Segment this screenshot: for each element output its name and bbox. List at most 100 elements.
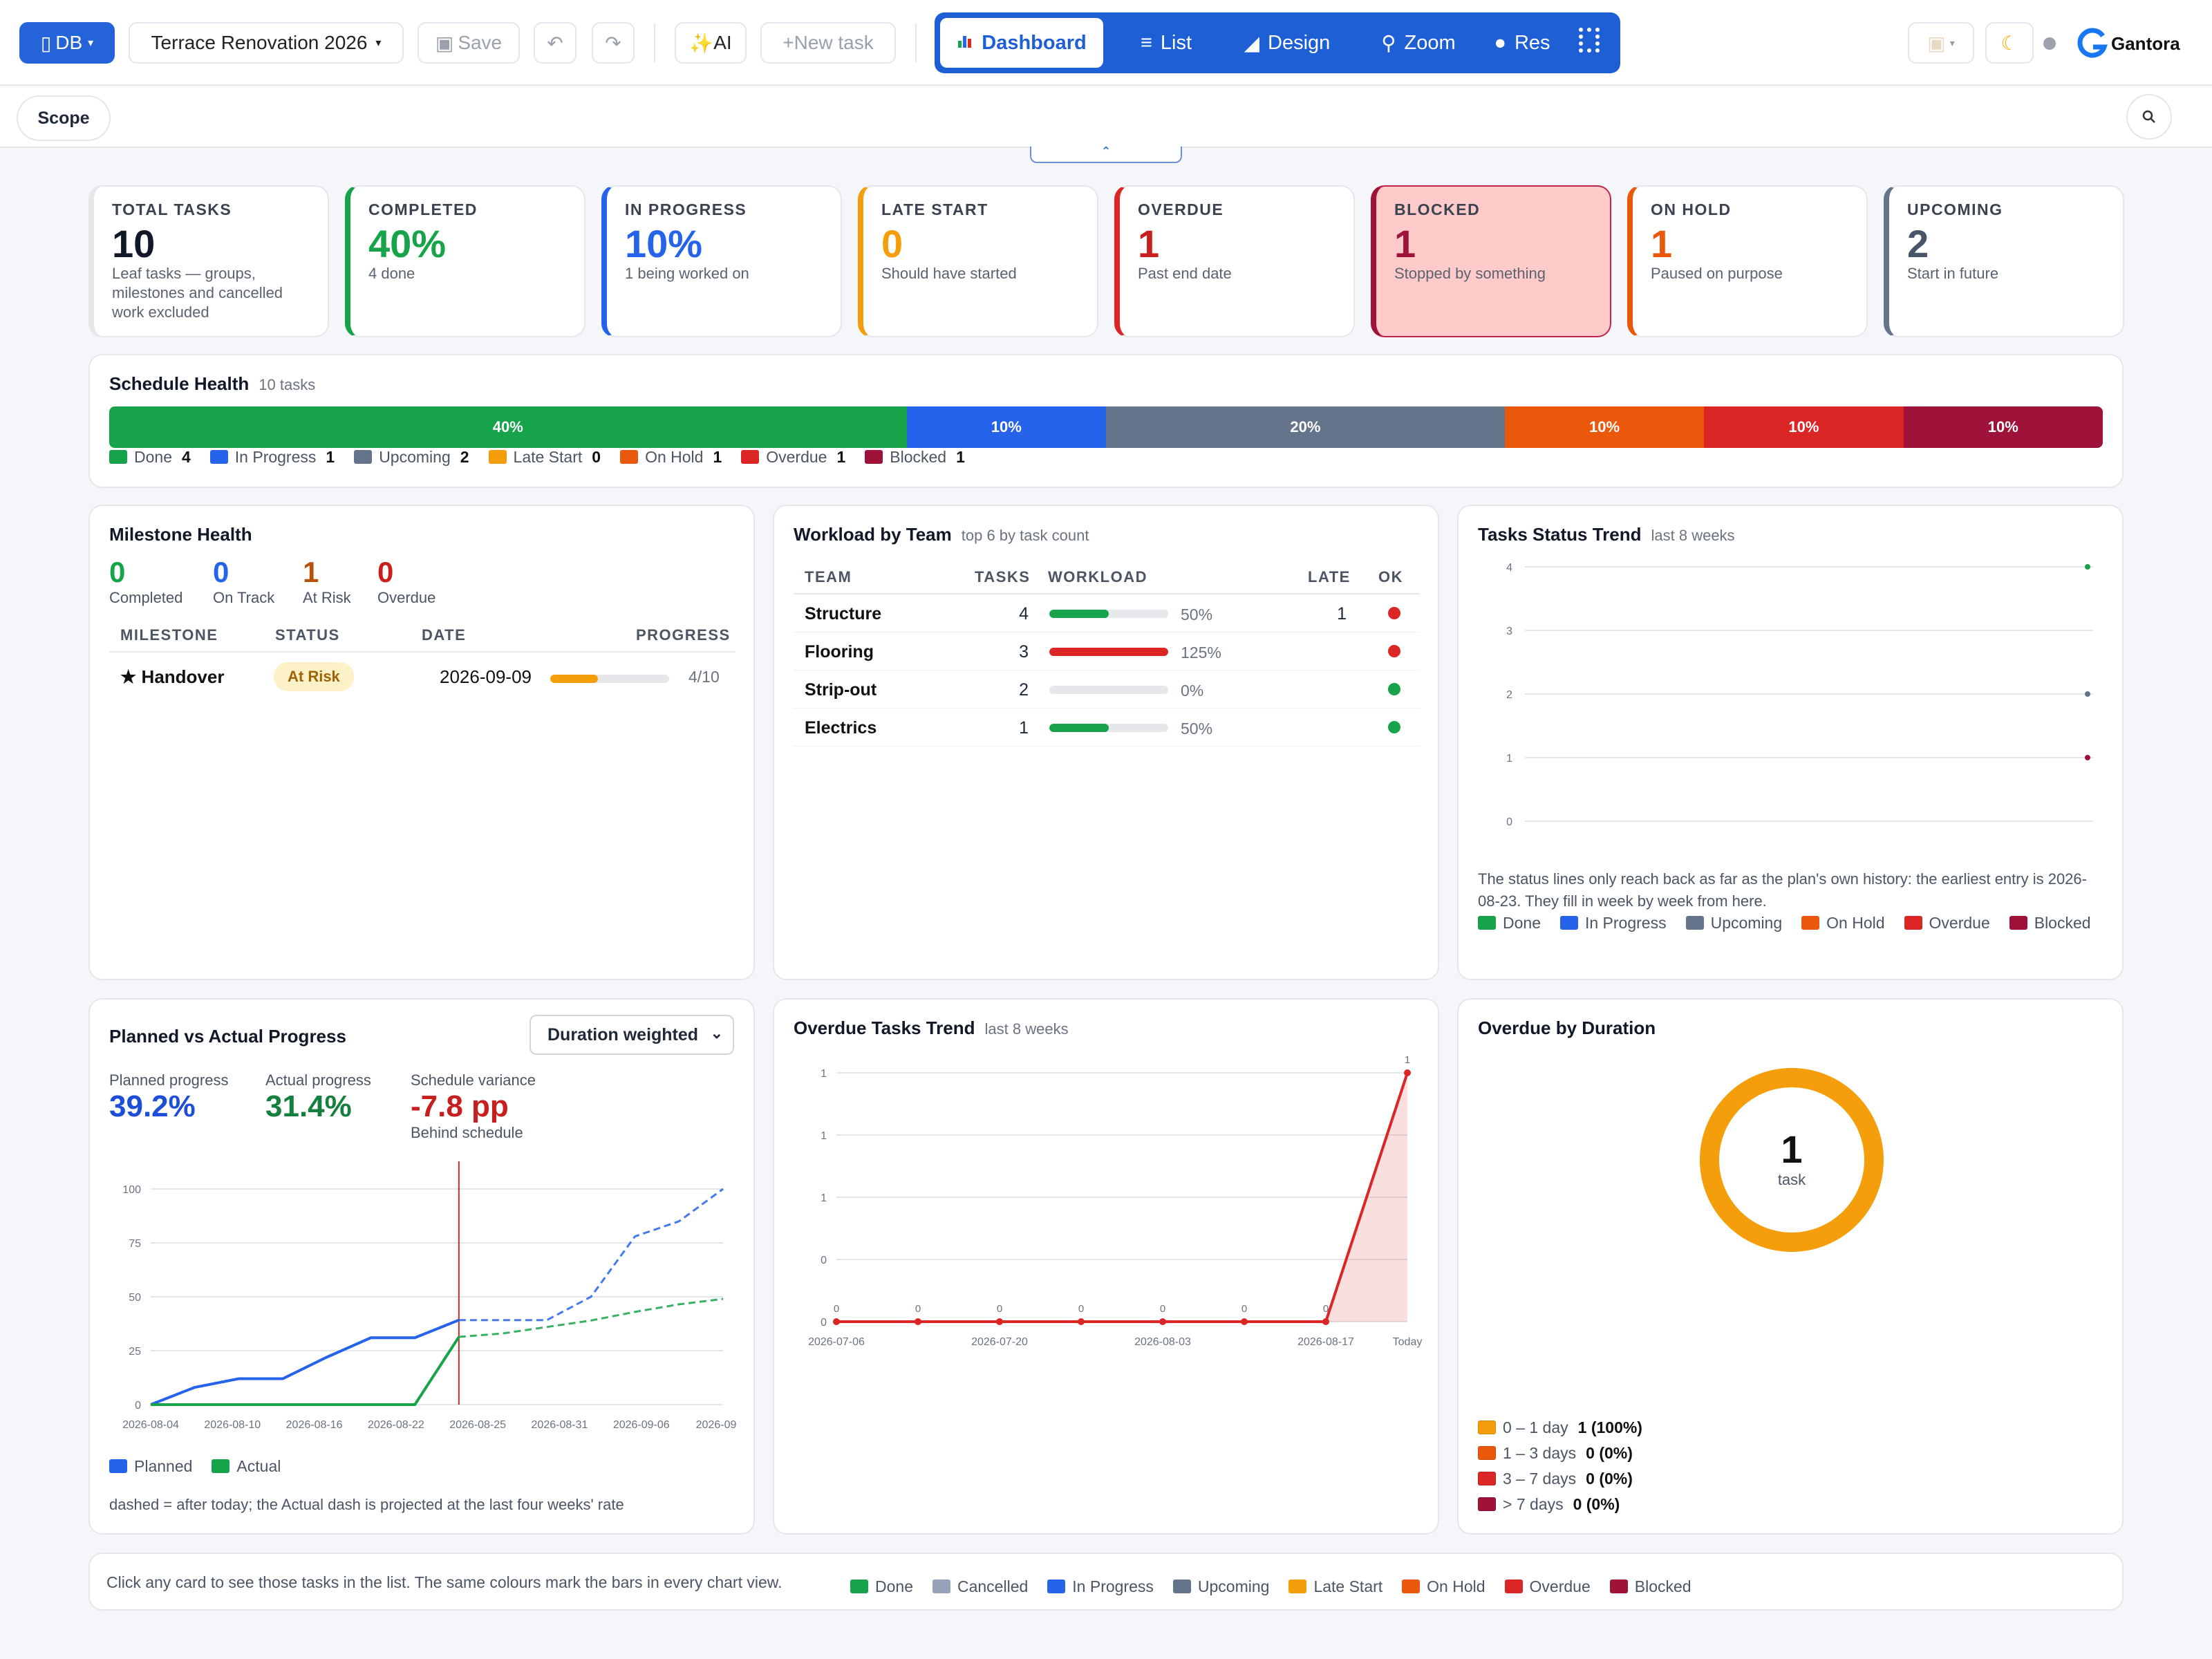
status-dot [1388,683,1400,695]
data-label: 0 [834,1303,839,1315]
new-task-button[interactable]: + New task [760,22,896,64]
y-tick-label: 50 [129,1292,141,1304]
brand-logo: Gantora [2077,26,2180,61]
collapse-toggle[interactable]: ⌃ [1030,145,1182,163]
planned-actual-legend: Planned Actual [109,1457,281,1476]
workload-subtitle: top 6 by task count [961,527,1089,544]
kpi-card[interactable]: COMPLETED 40% 4 done [345,185,585,337]
kpi-card[interactable]: BLOCKED 1 Stopped by something [1371,185,1611,337]
weighting-select[interactable]: Duration weighted ⌄ [529,1015,734,1055]
legend-label: On Hold [1826,914,1885,932]
data-point[interactable] [1078,1318,1085,1325]
legend-item[interactable]: 0 – 1 day 1 (100%) [1478,1418,1642,1444]
caret-down-icon: ▾ [88,37,94,49]
schedule-health-bar[interactable]: 40% 10% 20% 10% 10% 10% [109,406,2103,448]
legend-count: 4 [181,448,191,466]
legend-label: Done [875,1577,913,1595]
workload-row[interactable]: Electrics 1 50% [794,709,1420,747]
series-line[interactable] [836,1072,1409,1323]
data-point[interactable] [833,1318,840,1325]
progress-stat: Schedule variance -7.8 pp Behind schedule [411,1071,536,1142]
scope-button[interactable]: Scope [17,95,111,141]
workload-row[interactable]: Structure 4 50% 1 [794,594,1420,632]
series-line[interactable] [150,1318,460,1406]
y-tick-label: 1 [821,1068,827,1080]
data-point[interactable] [996,1318,1003,1325]
legend-item: Overdue [1904,914,1990,932]
search-button[interactable] [2126,94,2172,140]
milestone-stat[interactable]: 1 At Risk [303,556,351,607]
legend-item[interactable]: 3 – 7 days 0 (0%) [1478,1470,1642,1495]
health-segment[interactable]: 10% [906,406,1106,448]
data-label: 0 [915,1303,921,1315]
kpi-value: 1 [1138,222,1160,265]
db-menu-button[interactable]: ▯ DB ▾ [19,22,115,64]
health-segment[interactable]: 40% [109,406,907,448]
legend-item[interactable]: 1 – 3 days 0 (0%) [1478,1444,1642,1470]
donut-center-value: 1 [1781,1127,1803,1171]
milestone-stat[interactable]: 0 Overdue [377,556,435,607]
data-point[interactable] [2085,755,2090,760]
data-point[interactable] [1322,1318,1329,1325]
series-line[interactable] [151,1335,460,1406]
data-point[interactable] [2085,564,2090,570]
progress-stat-subtext: Behind schedule [411,1124,523,1141]
kpi-card[interactable]: ON HOLD 1 Paused on purpose [1627,185,1868,337]
data-point[interactable] [1404,1069,1411,1076]
legend-count: 1 [326,448,335,466]
data-point[interactable] [915,1318,921,1325]
tab-res[interactable]: ● Res [1481,18,1564,68]
overdue-duration-legend: 0 – 1 day 1 (100%) 1 – 3 days 0 (0%) 3 – 7 d… [1478,1418,1642,1521]
health-segment[interactable]: 10% [1704,406,1904,448]
legend-item: Overdue 1 [741,448,845,467]
workload-row[interactable]: Strip-out 2 0% [794,671,1420,709]
undo-button[interactable]: ↶ [534,22,577,64]
redo-button[interactable]: ↷ [592,22,635,64]
kpi-card[interactable]: LATE START 0 Should have started [858,185,1098,337]
status-dot [1388,721,1400,733]
data-point[interactable] [1159,1318,1166,1325]
save-button[interactable]: ▣ Save [418,22,520,64]
calendar-menu-button[interactable]: ▣ ▾ [1908,22,1974,64]
health-segment[interactable]: 10% [1504,406,1705,448]
workload-row[interactable]: Flooring 3 125% [794,632,1420,671]
kpi-card[interactable]: IN PROGRESS 10% 1 being worked on [601,185,842,337]
scope-label: Scope [37,108,90,128]
workload-percent: 50% [1181,720,1213,738]
ai-button[interactable]: ✨ AI [675,22,747,64]
data-point[interactable] [1241,1318,1248,1325]
data-point[interactable] [2085,691,2090,697]
workload-percent: 0% [1181,682,1204,700]
legend-label: Done [134,448,172,466]
tab-list[interactable]: ≡ List [1114,18,1218,68]
more-views-button[interactable] [1564,18,1615,68]
kpi-card[interactable]: UPCOMING 2 Start in future [1884,185,2124,337]
tab-zoom[interactable]: ⚲ Zoom [1356,18,1481,68]
health-segment[interactable]: 20% [1106,406,1505,448]
col-late: LATE [1308,568,1351,585]
milestone-table: MILESTONE STATUS DATE PROGRESS ★ Handove… [109,622,735,704]
theme-toggle-button[interactable]: ☾ [1985,22,2034,64]
tab-dashboard[interactable]: Dashboard [940,18,1103,68]
data-label: 1 [1405,1054,1410,1066]
grid-dots-icon [1577,26,1601,59]
kpi-card[interactable]: TOTAL TASKS 10 Leaf tasks — groups, milest… [88,185,329,337]
legend-value: 1 (100%) [1577,1418,1642,1436]
milestone-stat[interactable]: 0 Completed [109,556,182,607]
milestone-stat[interactable]: 0 On Track [213,556,274,607]
x-tick-label: 2026-08-10 [204,1419,261,1431]
tab-design[interactable]: ◢ Design [1218,18,1356,68]
legend-label: Upcoming [1710,914,1783,932]
legend-swatch [1478,1472,1496,1485]
overdue-donut-chart[interactable] [1692,1060,1891,1259]
donut-slice[interactable] [1700,1068,1884,1252]
project-selector[interactable]: Terrace Renovation 2026 ▾ [129,22,404,64]
milestone-stat-label: Overdue [377,589,436,606]
kpi-card[interactable]: OVERDUE 1 Past end date [1114,185,1355,337]
legend-item: Overdue [1504,1577,1591,1596]
legend-item[interactable]: > 7 days 0 (0%) [1478,1495,1642,1521]
redo-icon: ↷ [605,32,621,54]
x-tick-label: 2026-08-22 [368,1419,424,1431]
health-segment[interactable]: 10% [1903,406,2103,448]
milestone-row[interactable]: ★ Handover At Risk 2026-09-09 4/10 [109,653,735,704]
